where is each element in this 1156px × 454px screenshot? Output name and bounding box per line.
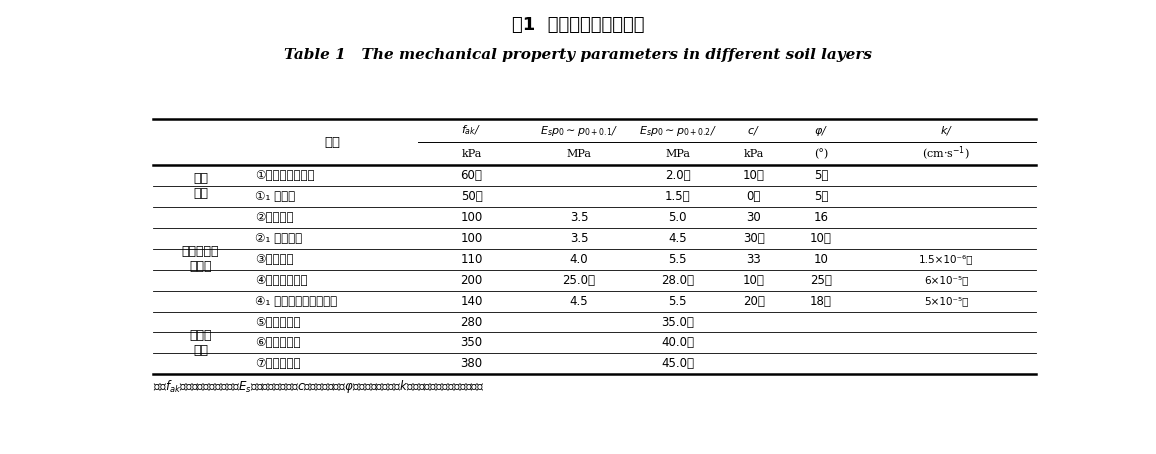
Text: ④₁ 黏质粉土、砂质粉土: ④₁ 黏质粉土、砂质粉土 bbox=[254, 295, 336, 308]
Text: Table 1   The mechanical property parameters in different soil layers: Table 1 The mechanical property paramete… bbox=[284, 48, 872, 62]
Text: 35.0＊: 35.0＊ bbox=[661, 316, 694, 329]
Text: 6×10⁻⁵＊: 6×10⁻⁵＊ bbox=[924, 275, 969, 285]
Text: $c$/: $c$/ bbox=[747, 124, 761, 137]
Text: $\varphi$/: $\varphi$/ bbox=[814, 123, 828, 138]
Text: 白垩纪
基岩: 白垩纪 基岩 bbox=[190, 329, 212, 357]
Text: 60＊: 60＊ bbox=[460, 169, 482, 182]
Text: ⑤全风化页岩: ⑤全风化页岩 bbox=[254, 316, 301, 329]
Text: 50＊: 50＊ bbox=[460, 190, 482, 203]
Text: ②黏质粉土: ②黏质粉土 bbox=[254, 211, 294, 224]
Text: ⑥强风化页岩: ⑥强风化页岩 bbox=[254, 336, 301, 350]
Text: kPa: kPa bbox=[461, 148, 482, 158]
Text: 1.5＊: 1.5＊ bbox=[665, 190, 690, 203]
Text: 5.0: 5.0 bbox=[668, 211, 687, 224]
Text: 380: 380 bbox=[460, 357, 482, 370]
Text: 16: 16 bbox=[814, 211, 829, 224]
Text: ③粉质黏土: ③粉质黏土 bbox=[254, 253, 294, 266]
Text: 一般第四纪
沉积层: 一般第四纪 沉积层 bbox=[181, 245, 220, 273]
Text: ⑦强风化砂岩: ⑦强风化砂岩 bbox=[254, 357, 301, 370]
Text: 100: 100 bbox=[460, 232, 482, 245]
Text: 25.0＊: 25.0＊ bbox=[563, 274, 595, 286]
Text: 地层: 地层 bbox=[325, 136, 341, 148]
Text: 1.5×10⁻⁶＊: 1.5×10⁻⁶＊ bbox=[919, 254, 973, 264]
Text: $E_s p_0 \sim p_{0+0.2}$/: $E_s p_0 \sim p_{0+0.2}$/ bbox=[638, 123, 717, 138]
Text: 4.0: 4.0 bbox=[570, 253, 588, 266]
Text: 0＊: 0＊ bbox=[747, 190, 761, 203]
Text: 5.5: 5.5 bbox=[668, 253, 687, 266]
Text: 30＊: 30＊ bbox=[743, 232, 764, 245]
Text: 100: 100 bbox=[460, 211, 482, 224]
Text: 25＊: 25＊ bbox=[810, 274, 832, 286]
Text: 10＊: 10＊ bbox=[743, 169, 764, 182]
Text: 18＊: 18＊ bbox=[810, 295, 832, 308]
Text: ①₁ 杂填土: ①₁ 杂填土 bbox=[254, 190, 295, 203]
Text: 5＊: 5＊ bbox=[814, 190, 828, 203]
Text: ②₁ 粉质黏土: ②₁ 粉质黏土 bbox=[254, 232, 302, 245]
Text: $k$/: $k$/ bbox=[940, 124, 953, 137]
Text: 4.5: 4.5 bbox=[570, 295, 588, 308]
Text: 表1  各土层力学性质参数: 表1 各土层力学性质参数 bbox=[512, 16, 644, 34]
Text: 33: 33 bbox=[747, 253, 761, 266]
Text: 4.5: 4.5 bbox=[668, 232, 687, 245]
Text: 110: 110 bbox=[460, 253, 483, 266]
Text: 28.0＊: 28.0＊ bbox=[661, 274, 694, 286]
Text: 2.0＊: 2.0＊ bbox=[665, 169, 690, 182]
Text: (cm·s$^{-1}$): (cm·s$^{-1}$) bbox=[922, 144, 970, 163]
Text: 280: 280 bbox=[460, 316, 482, 329]
Text: kPa: kPa bbox=[743, 148, 764, 158]
Text: 5×10⁻⁵＊: 5×10⁻⁵＊ bbox=[924, 296, 969, 306]
Text: 30: 30 bbox=[747, 211, 761, 224]
Text: 20＊: 20＊ bbox=[743, 295, 764, 308]
Text: 10: 10 bbox=[814, 253, 829, 266]
Text: 5＊: 5＊ bbox=[814, 169, 828, 182]
Text: $E_s p_0 \sim p_{0+0.1}$/: $E_s p_0 \sim p_{0+0.1}$/ bbox=[540, 123, 618, 138]
Text: 10＊: 10＊ bbox=[810, 232, 832, 245]
Text: MPa: MPa bbox=[665, 148, 690, 158]
Text: 人工
填土: 人工 填土 bbox=[193, 172, 208, 200]
Text: MPa: MPa bbox=[566, 148, 592, 158]
Text: (°): (°) bbox=[814, 148, 828, 159]
Text: 200: 200 bbox=[460, 274, 482, 286]
Text: 40.0＊: 40.0＊ bbox=[661, 336, 694, 350]
Text: 350: 350 bbox=[460, 336, 482, 350]
Text: 3.5: 3.5 bbox=[570, 211, 588, 224]
Text: 5.5: 5.5 bbox=[668, 295, 687, 308]
Text: 140: 140 bbox=[460, 295, 483, 308]
Text: 3.5: 3.5 bbox=[570, 232, 588, 245]
Text: $f_{ak}$/: $f_{ak}$/ bbox=[461, 124, 482, 138]
Text: 45.0＊: 45.0＊ bbox=[661, 357, 694, 370]
Text: ①黏质粉土素填土: ①黏质粉土素填土 bbox=[254, 169, 314, 182]
Text: 10＊: 10＊ bbox=[743, 274, 764, 286]
Text: 注：$f_{ak}$为地基承载力特征值，$E_s$为土层压缩模量，$c$为土层黏聚力，$\varphi$为土层内摩擦角，$k$为渗透系数，带＊的为经验值: 注：$f_{ak}$为地基承载力特征值，$E_s$为土层压缩模量，$c$为土层黏… bbox=[154, 378, 486, 395]
Text: ④碎石混黏性土: ④碎石混黏性土 bbox=[254, 274, 307, 286]
